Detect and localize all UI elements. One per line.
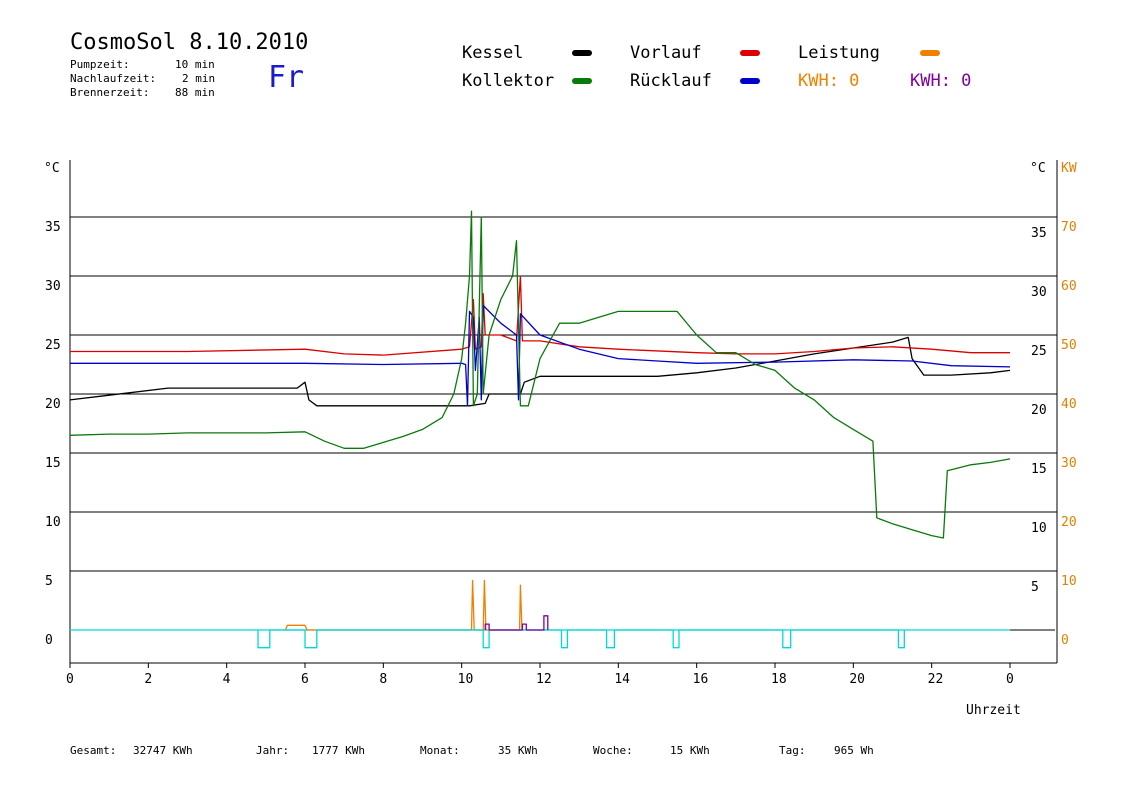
y-tick-label-kw: 0: [1061, 633, 1069, 648]
legend-ruecklauf-swatch: [740, 78, 760, 84]
legend-kessel-label: Kessel: [462, 43, 524, 63]
legend-leistung-label: Leistung: [798, 43, 880, 63]
series-ruecklauf: [70, 304, 1011, 407]
series-leistung: [284, 579, 523, 631]
x-tick-label: 4: [223, 672, 231, 687]
brennerzeit-label: Brennerzeit:: [70, 86, 150, 99]
y-tick-label-left: 35: [45, 220, 61, 235]
y-tick-label-left: 20: [45, 397, 61, 412]
footer-woche-value: 15 KWh: [670, 744, 710, 757]
footer-gesamt-label: Gesamt:: [70, 744, 117, 757]
y-tick-label-kw: 70: [1061, 220, 1077, 235]
legend-vorlauf-label: Vorlauf: [630, 43, 702, 63]
footer-woche-label: Woche:: [593, 744, 633, 757]
x-tick-label: 6: [301, 672, 309, 687]
footer-gesamt-value: 32747 KWh: [133, 744, 193, 757]
legend-ruecklauf-label: Rücklauf: [630, 71, 712, 91]
y-tick-label-kw: 10: [1061, 574, 1077, 589]
y-tick-label-left: 10: [45, 515, 61, 530]
footer-tag-value: 965 Wh: [834, 744, 874, 757]
series-vorlauf: [70, 275, 1010, 356]
x-tick-label: 10: [458, 672, 474, 687]
y-tick-label-right: 35: [1031, 226, 1047, 241]
y-tick-label-right: 5: [1031, 580, 1039, 595]
legend-leistung-swatch: [920, 50, 940, 56]
pumpzeit-value: 10 min: [175, 58, 215, 71]
y-tick-label-right: 15: [1031, 462, 1047, 477]
x-tick-label: 2: [144, 672, 152, 687]
x-tick-label: 8: [379, 672, 387, 687]
nachlaufzeit-value: 2 min: [182, 72, 216, 85]
y-tick-label-right: 30: [1031, 285, 1047, 300]
legend-kessel-swatch: [572, 50, 592, 56]
y-tick-label-right: 10: [1031, 521, 1047, 536]
y-tick-label-kw: 20: [1061, 515, 1077, 530]
x-tick-label: 12: [536, 672, 552, 687]
x-tick-label: 16: [693, 672, 709, 687]
y-tick-label-right: 20: [1031, 403, 1047, 418]
weekday-label: Fr: [268, 60, 305, 95]
y-tick-label-left: 25: [45, 338, 61, 353]
x-tick-label: 22: [928, 672, 944, 687]
legend-kollektor-swatch: [572, 78, 592, 84]
pumpzeit-label: Pumpzeit:: [70, 58, 130, 71]
series-pumpe: [257, 629, 905, 649]
y-tick-label-kw: 60: [1061, 279, 1077, 294]
x-tick-label: 14: [614, 672, 630, 687]
chart-title: CosmoSol 8.10.2010: [70, 30, 309, 55]
legend-kwh-orange: KWH: 0: [798, 71, 860, 91]
y-tick-label-left: 0: [45, 633, 53, 648]
y-tick-label-kw: 30: [1061, 456, 1077, 471]
y-unit-kw: KW: [1061, 161, 1077, 176]
x-tick-label: 0: [66, 672, 74, 687]
y-tick-label-kw: 40: [1061, 397, 1077, 412]
y-tick-label-left: 5: [45, 574, 53, 589]
y-unit-left: °C: [44, 161, 60, 176]
footer-jahr-value: 1777 KWh: [312, 744, 365, 757]
legend-kollektor-label: Kollektor: [462, 71, 555, 91]
footer-tag-label: Tag:: [779, 744, 806, 757]
series-kessel: [69, 336, 1011, 407]
x-axis-label: Uhrzeit: [966, 703, 1021, 718]
x-tick-label: 18: [771, 672, 787, 687]
x-tick-label: 20: [849, 672, 865, 687]
nachlaufzeit-label: Nachlaufzeit:: [70, 72, 157, 85]
y-tick-label-right: 25: [1031, 344, 1047, 359]
y-tick-label-left: 15: [45, 456, 61, 471]
series-kwh: [484, 615, 549, 631]
y-tick-label-left: 30: [45, 279, 61, 294]
legend-vorlauf-swatch: [740, 50, 760, 56]
brennerzeit-value: 88 min: [175, 86, 215, 99]
y-unit-right: °C: [1030, 161, 1046, 176]
y-tick-label-kw: 50: [1061, 338, 1077, 353]
footer-monat-value: 35 KWh: [498, 744, 538, 757]
x-tick-label: 0: [1006, 672, 1014, 687]
series-kollektor: [69, 210, 1011, 539]
footer-jahr-label: Jahr:: [256, 744, 290, 757]
legend-kwh-purple: KWH: 0: [910, 71, 972, 91]
footer-monat-label: Monat:: [420, 744, 460, 757]
